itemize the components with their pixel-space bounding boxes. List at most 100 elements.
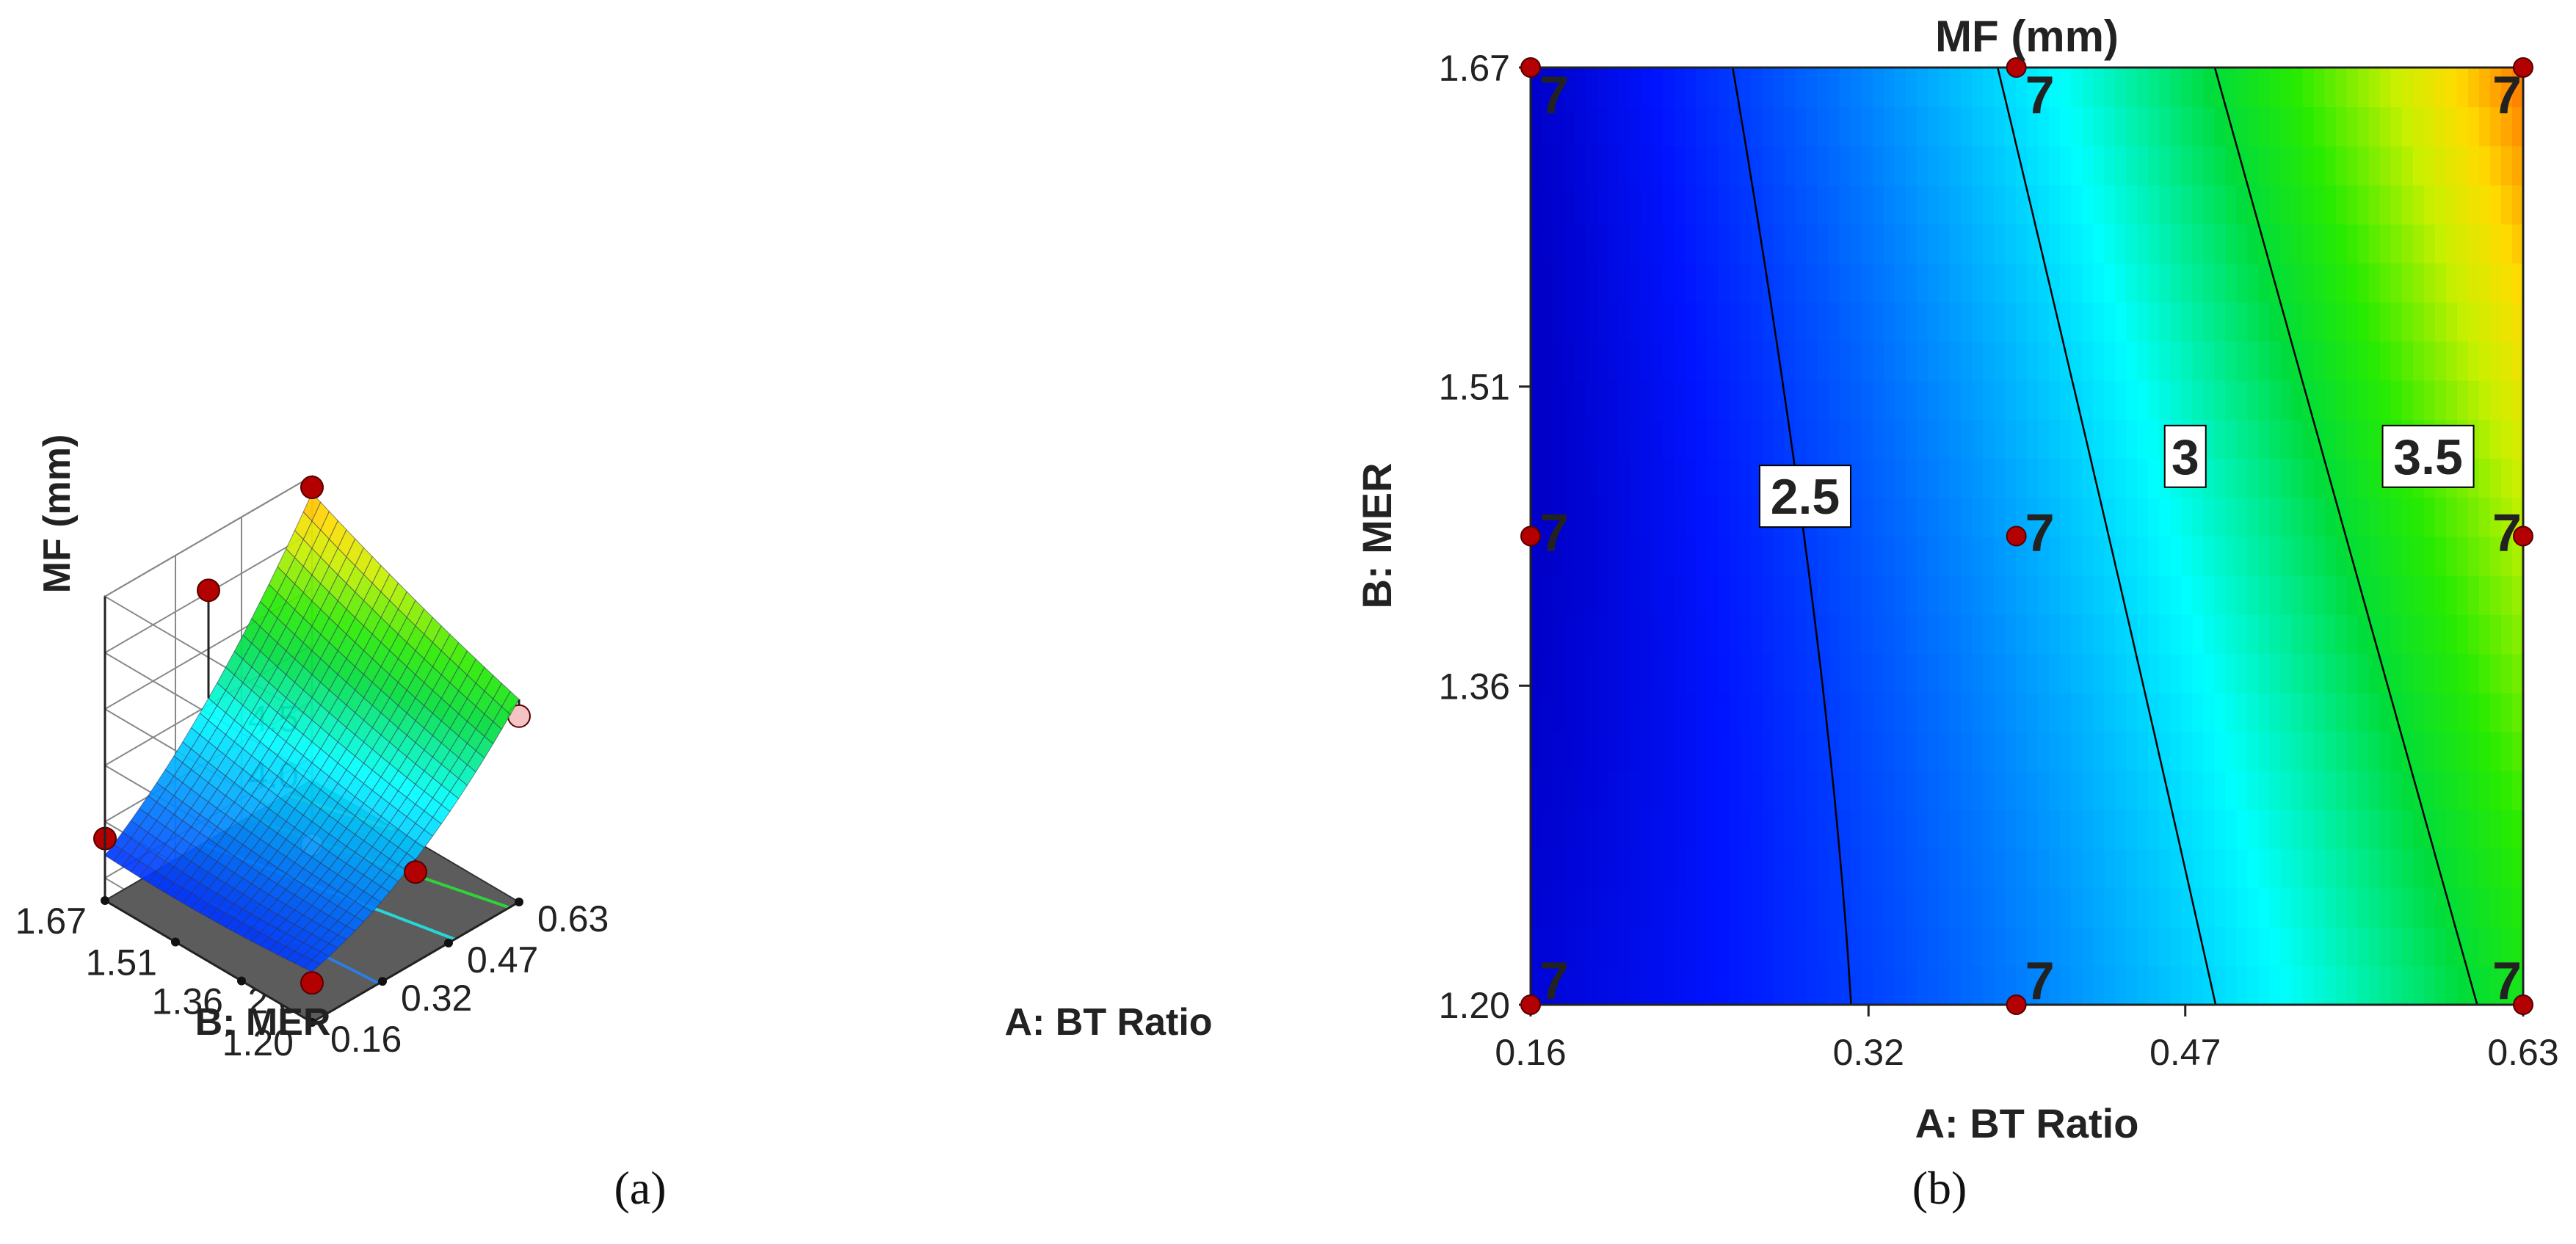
color-cell	[1531, 263, 1542, 303]
color-cell	[1674, 145, 1686, 186]
color-cell	[1663, 575, 1675, 615]
color-cell	[1619, 341, 1631, 381]
color-cell	[2082, 263, 2094, 303]
color-cell	[2313, 379, 2326, 420]
color-cell	[2445, 692, 2458, 732]
color-cell	[2401, 184, 2414, 225]
color-cell	[2236, 770, 2249, 810]
color-cell	[2137, 106, 2149, 147]
color-cell	[2445, 614, 2458, 655]
color-cell	[1696, 575, 1708, 615]
color-cell	[1641, 965, 1653, 1005]
color-cell	[2049, 692, 2061, 732]
color-cell	[2280, 965, 2293, 1005]
color-cell	[2060, 887, 2072, 928]
color-cell	[2346, 926, 2359, 967]
color-cell	[1762, 536, 1774, 576]
color-cell	[1839, 614, 1851, 655]
color-cell	[2313, 184, 2326, 225]
color-cell	[2005, 848, 2017, 889]
color-cell	[2357, 887, 2370, 928]
color-cell	[2445, 965, 2458, 1005]
color-cell	[1641, 536, 1653, 576]
color-cell	[1619, 68, 1631, 108]
color-cell	[2181, 848, 2194, 889]
color-cell	[2093, 770, 2105, 810]
color-cell	[1861, 770, 1873, 810]
color-cell	[2445, 653, 2458, 694]
color-cell	[2071, 302, 2083, 342]
color-cell	[2324, 106, 2337, 147]
color-cell	[1707, 106, 1719, 147]
color-cell	[2181, 379, 2194, 420]
color-cell	[1641, 68, 1653, 108]
color-cell	[1575, 887, 1587, 928]
color-cell	[2049, 106, 2061, 147]
color-cell	[2137, 263, 2149, 303]
color-cell	[2214, 810, 2227, 850]
color-cell	[1905, 926, 1918, 967]
color-cell	[2159, 497, 2172, 537]
color-cell	[2501, 848, 2513, 889]
color-cell	[1641, 223, 1653, 263]
color-cell	[1652, 575, 1664, 615]
color-cell	[1949, 263, 1962, 303]
color-cell	[1586, 418, 1598, 459]
color-cell	[2478, 848, 2491, 889]
color-cell	[2379, 810, 2392, 850]
color-cell	[1729, 965, 1741, 1005]
color-cell	[1883, 575, 1895, 615]
color-cell	[2214, 887, 2227, 928]
color-cell	[2313, 731, 2326, 771]
color-cell	[1784, 810, 1796, 850]
color-cell	[2203, 263, 2216, 303]
color-cell	[2049, 887, 2061, 928]
color-cell	[2082, 497, 2094, 537]
color-cell	[2423, 965, 2436, 1005]
color-cell	[1817, 145, 1829, 186]
color-cell	[1861, 965, 1873, 1005]
color-cell	[2093, 848, 2105, 889]
color-cell	[2434, 68, 2447, 108]
color-cell	[2192, 145, 2205, 186]
color-cell	[1993, 810, 2006, 850]
color-cell	[1751, 302, 1763, 342]
color-cell	[1674, 653, 1686, 694]
color-cell	[2236, 418, 2249, 459]
color-cell	[2412, 770, 2425, 810]
color-cell	[2401, 731, 2414, 771]
color-cell	[2291, 379, 2304, 420]
color-cell	[2038, 848, 2050, 889]
color-cell	[2335, 341, 2348, 381]
color-cell	[1575, 497, 1587, 537]
color-cell	[2192, 575, 2205, 615]
color-cell	[1773, 887, 1785, 928]
color-cell	[2335, 536, 2348, 576]
color-cell	[1883, 810, 1895, 850]
color-cell	[2512, 692, 2523, 732]
color-cell	[1729, 145, 1741, 186]
color-cell	[2170, 965, 2183, 1005]
color-cell	[2181, 692, 2194, 732]
color-cell	[1960, 848, 1973, 889]
color-cell	[2247, 810, 2260, 850]
color-cell	[2456, 302, 2469, 342]
color-cell	[2379, 145, 2392, 186]
color-cell	[2247, 497, 2260, 537]
color-cell	[2170, 536, 2183, 576]
color-cell	[2501, 536, 2513, 576]
color-cell	[1553, 68, 1564, 108]
color-cell	[2093, 263, 2105, 303]
color-cell	[2467, 223, 2480, 263]
color-cell	[2203, 810, 2216, 850]
color-cell	[1663, 692, 1675, 732]
color-cell	[1817, 887, 1829, 928]
color-cell	[2225, 302, 2238, 342]
color-cell	[2093, 145, 2105, 186]
color-cell	[1608, 731, 1620, 771]
color-cell	[1707, 653, 1719, 694]
color-cell	[2104, 848, 2116, 889]
color-cell	[1762, 106, 1774, 147]
color-cell	[1861, 692, 1873, 732]
color-cell	[1894, 223, 1906, 263]
